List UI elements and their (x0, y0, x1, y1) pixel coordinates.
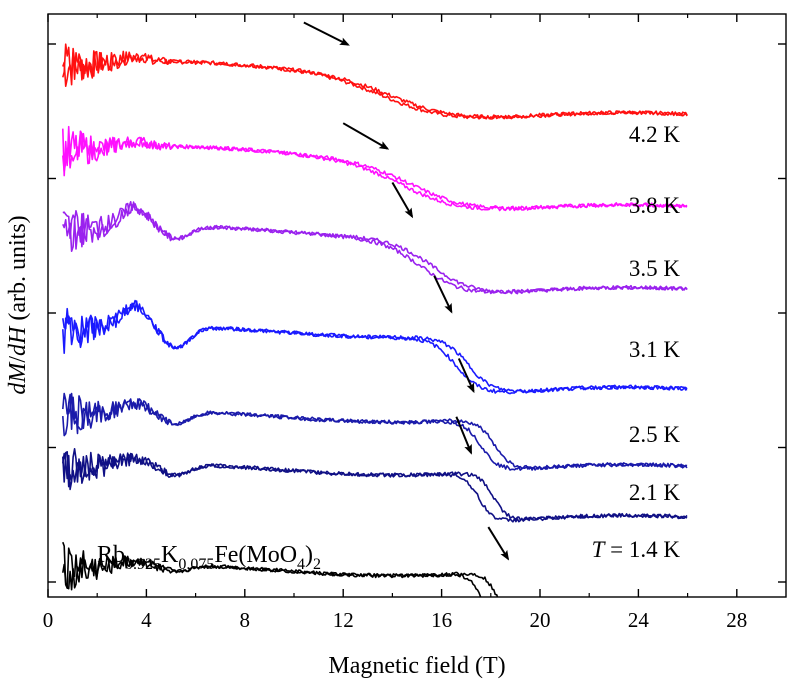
temperature-labels: 4.2 K 3.8 K 3.5 K 3.1 K 2.5 K 2.1 K T = 1.4 K (592, 122, 681, 562)
arrow-layer (303, 21, 510, 561)
series-layer (62, 43, 688, 597)
series-line (62, 43, 688, 120)
y-axis-label-part: (arb. units) (5, 215, 31, 326)
y-axis-label: dM/dH (arb. units) (5, 215, 31, 394)
sweep-arrow (342, 122, 390, 150)
x-tick-label: 12 (333, 608, 354, 632)
series-line (62, 130, 688, 211)
y-axis-label-part: dH (5, 325, 31, 356)
x-tick-label: 20 (530, 608, 551, 632)
sweep-arrow (487, 526, 510, 561)
compound-label-part: Fe(MoO (214, 542, 297, 568)
x-tick-label: 28 (726, 608, 747, 632)
compound-label-part: 4 (297, 556, 305, 573)
compound-label-part: Rb (97, 542, 125, 568)
series-label-part: = 1.4 K (604, 537, 680, 562)
plot-frame (47, 13, 787, 598)
sweep-arrow (433, 275, 453, 314)
y-axis-ticks (48, 43, 786, 583)
series-label: 3.1 K (629, 337, 681, 362)
series-line (62, 201, 688, 295)
x-axis-label: Magnetic field (T) (328, 653, 505, 679)
compound-label-part: 2 (313, 556, 321, 573)
series-label: 2.5 K (629, 422, 681, 447)
sweep-arrow (455, 416, 473, 455)
series-label: 2.1 K (629, 480, 681, 505)
series-label: 3.8 K (629, 193, 681, 218)
series-label: T = 1.4 K (592, 537, 681, 562)
series-line (62, 547, 499, 597)
x-tick-label: 0 (43, 608, 54, 632)
series-line (62, 47, 688, 120)
sweep-arrow (457, 358, 475, 394)
series-line (62, 393, 688, 471)
series-line (62, 299, 688, 395)
series-line (62, 451, 688, 523)
series-label: 4.2 K (629, 122, 681, 147)
compound-label-part: 0.925 (125, 556, 161, 573)
compound-label-part: 0.075 (178, 556, 214, 573)
x-tick-label: 24 (628, 608, 650, 632)
x-tick-label: 8 (240, 608, 251, 632)
series-line (62, 448, 688, 522)
compound-label: Rb0.925K0.075Fe(MoO4)2 (97, 542, 321, 573)
series-label-part: T (592, 537, 607, 562)
x-axis-ticks: 0 4 8 12 16 20 24 28 (43, 14, 747, 632)
x-tick-label: 16 (431, 608, 452, 632)
sweep-arrow (303, 21, 350, 46)
sweep-arrow (391, 182, 414, 219)
x-tick-label: 4 (141, 608, 152, 632)
y-axis-label-part: dM (5, 361, 31, 395)
series-line (62, 125, 688, 212)
compound-label-part: K (161, 542, 179, 568)
series-line (62, 300, 688, 394)
series-label: 3.5 K (629, 256, 681, 281)
series-line (62, 392, 688, 471)
y-axis-label-part: / (5, 356, 31, 363)
series-line (62, 202, 688, 295)
compound-label-part: ) (305, 542, 313, 568)
